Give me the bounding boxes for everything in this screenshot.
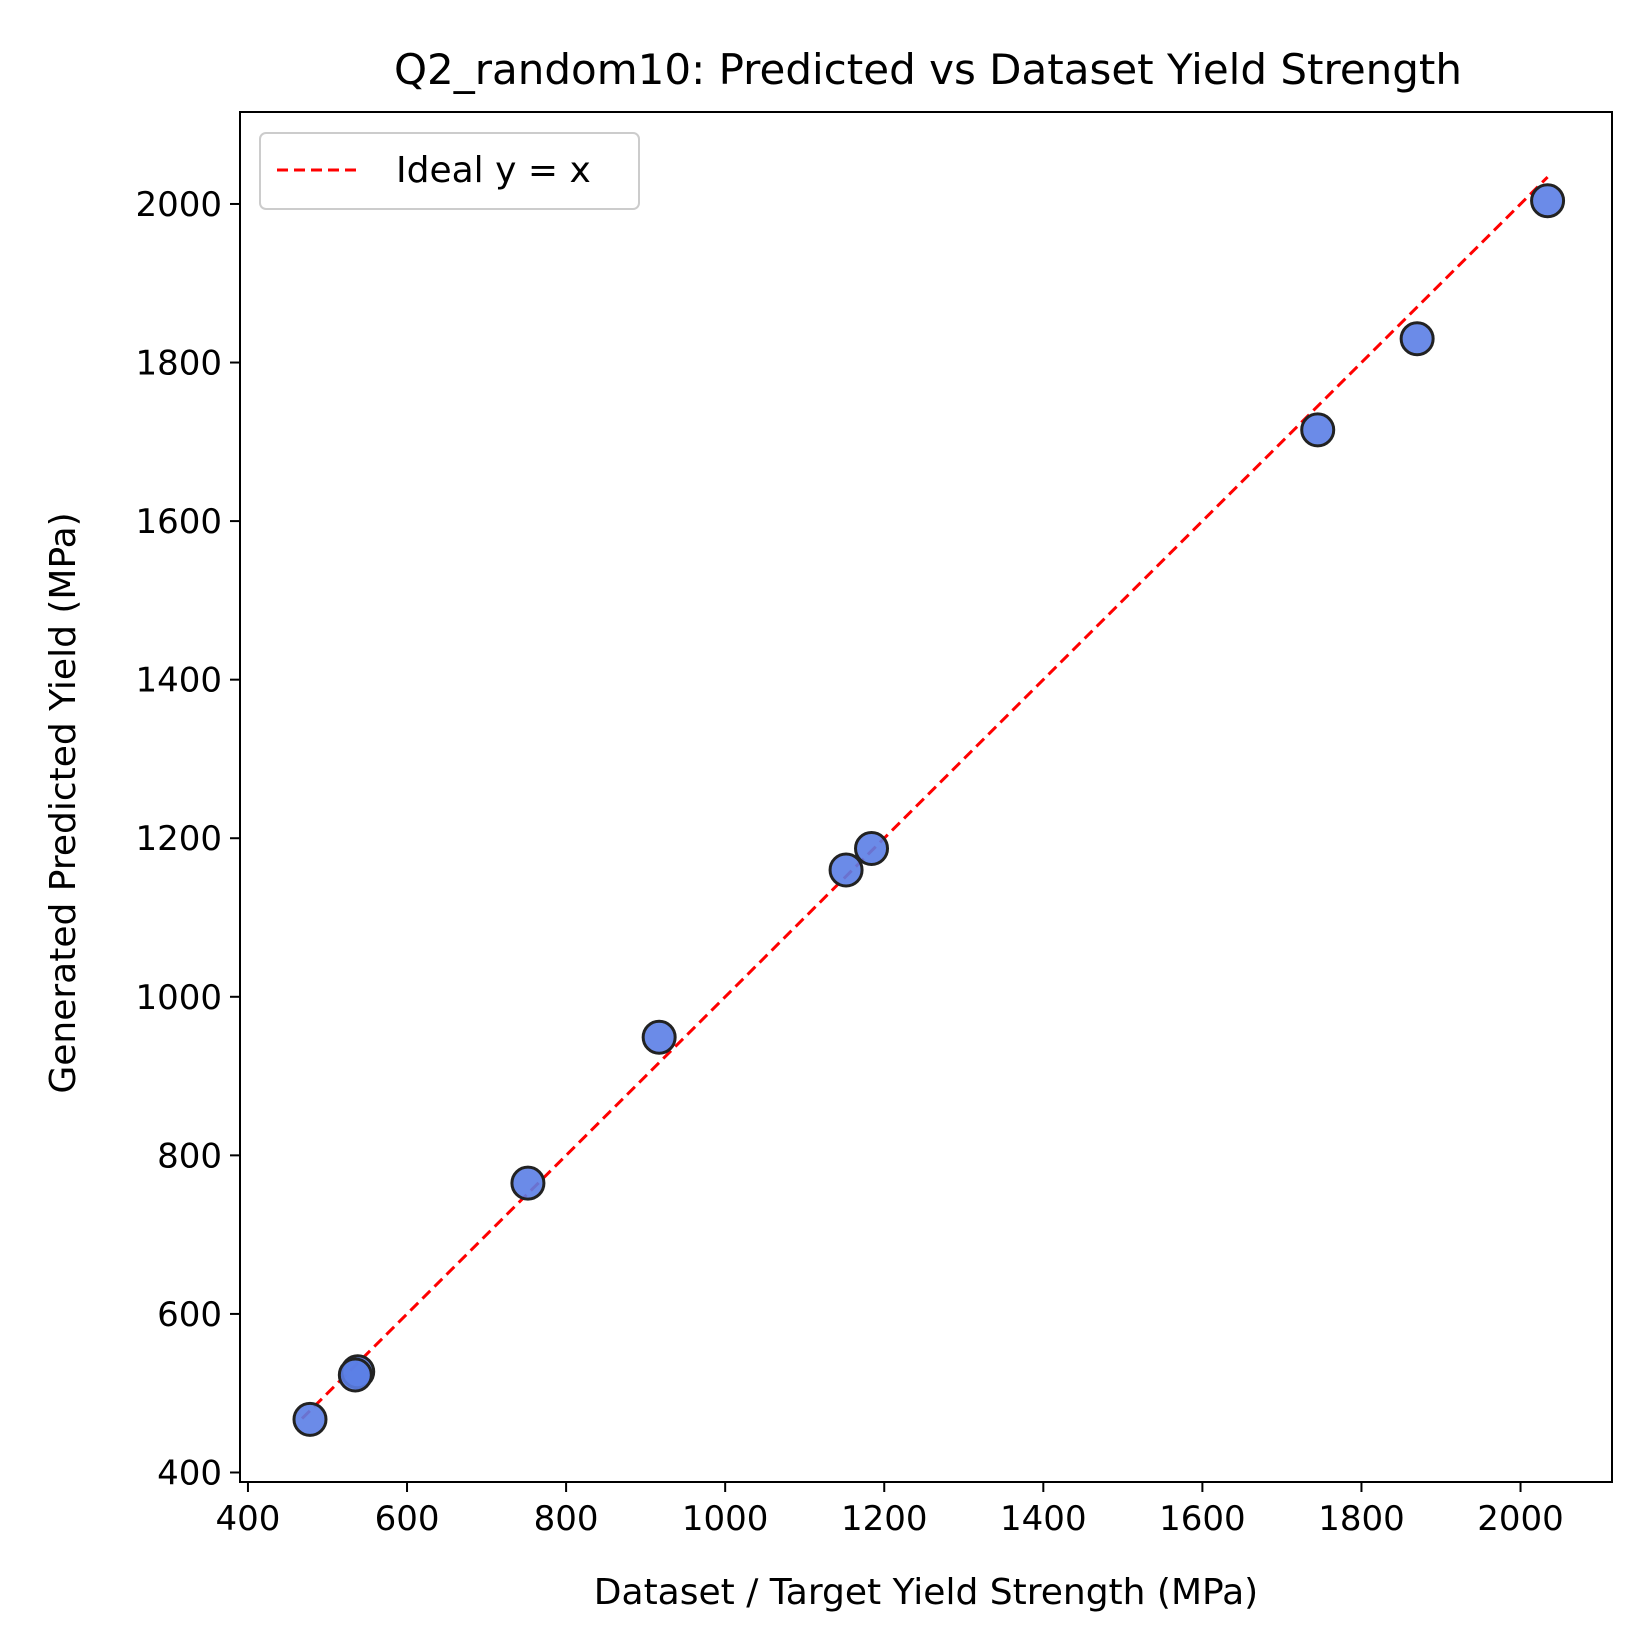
x-tick-label: 600 [375,1499,440,1539]
x-tick-label: 1200 [841,1499,928,1539]
data-point [854,831,890,867]
legend-box [259,132,640,210]
y-tick-label: 1000 [135,978,222,1018]
plot-frame [239,111,1613,1483]
plot-area [292,175,1566,1437]
data-point [641,1019,677,1055]
x-axis-label: Dataset / Target Yield Strength (MPa) [594,1572,1258,1613]
data-point [1530,183,1566,219]
legend-label-ideal: Ideal y = x [396,150,591,191]
y-axis-ticks: 400 600 800 1000 1200 1400 1600 1800 2000 [135,185,240,1493]
data-point [292,1401,328,1437]
data-point [337,1357,373,1393]
legend: Ideal y = x [259,132,640,210]
y-tick-label: 600 [157,1295,222,1335]
data-point [1399,321,1435,357]
x-tick-label: 400 [216,1499,281,1539]
data-point [828,852,864,888]
x-tick-label: 1400 [1000,1499,1087,1539]
y-axis-label: Generated Predicted Yield (MPa) [43,512,84,1093]
data-point [510,1165,546,1201]
y-tick-label: 800 [157,1136,222,1176]
x-tick-label: 800 [534,1499,599,1539]
chart-title: Q2_random10: Predicted vs Dataset Yield … [394,45,1462,94]
x-tick-label: 1000 [682,1499,769,1539]
x-tick-label: 1800 [1318,1499,1405,1539]
y-tick-label: 1600 [135,502,222,542]
y-tick-label: 2000 [135,185,222,225]
y-tick-label: 1200 [135,819,222,859]
ideal-line [300,175,1549,1420]
y-tick-label: 1400 [135,661,222,701]
data-point [1300,412,1336,448]
x-axis-ticks: 400 600 800 1000 1200 1400 1600 1800 2000 [216,1482,1564,1539]
x-tick-label: 1600 [1159,1499,1246,1539]
y-tick-label: 400 [157,1453,222,1493]
x-tick-label: 2000 [1477,1499,1564,1539]
y-tick-label: 1800 [135,344,222,384]
